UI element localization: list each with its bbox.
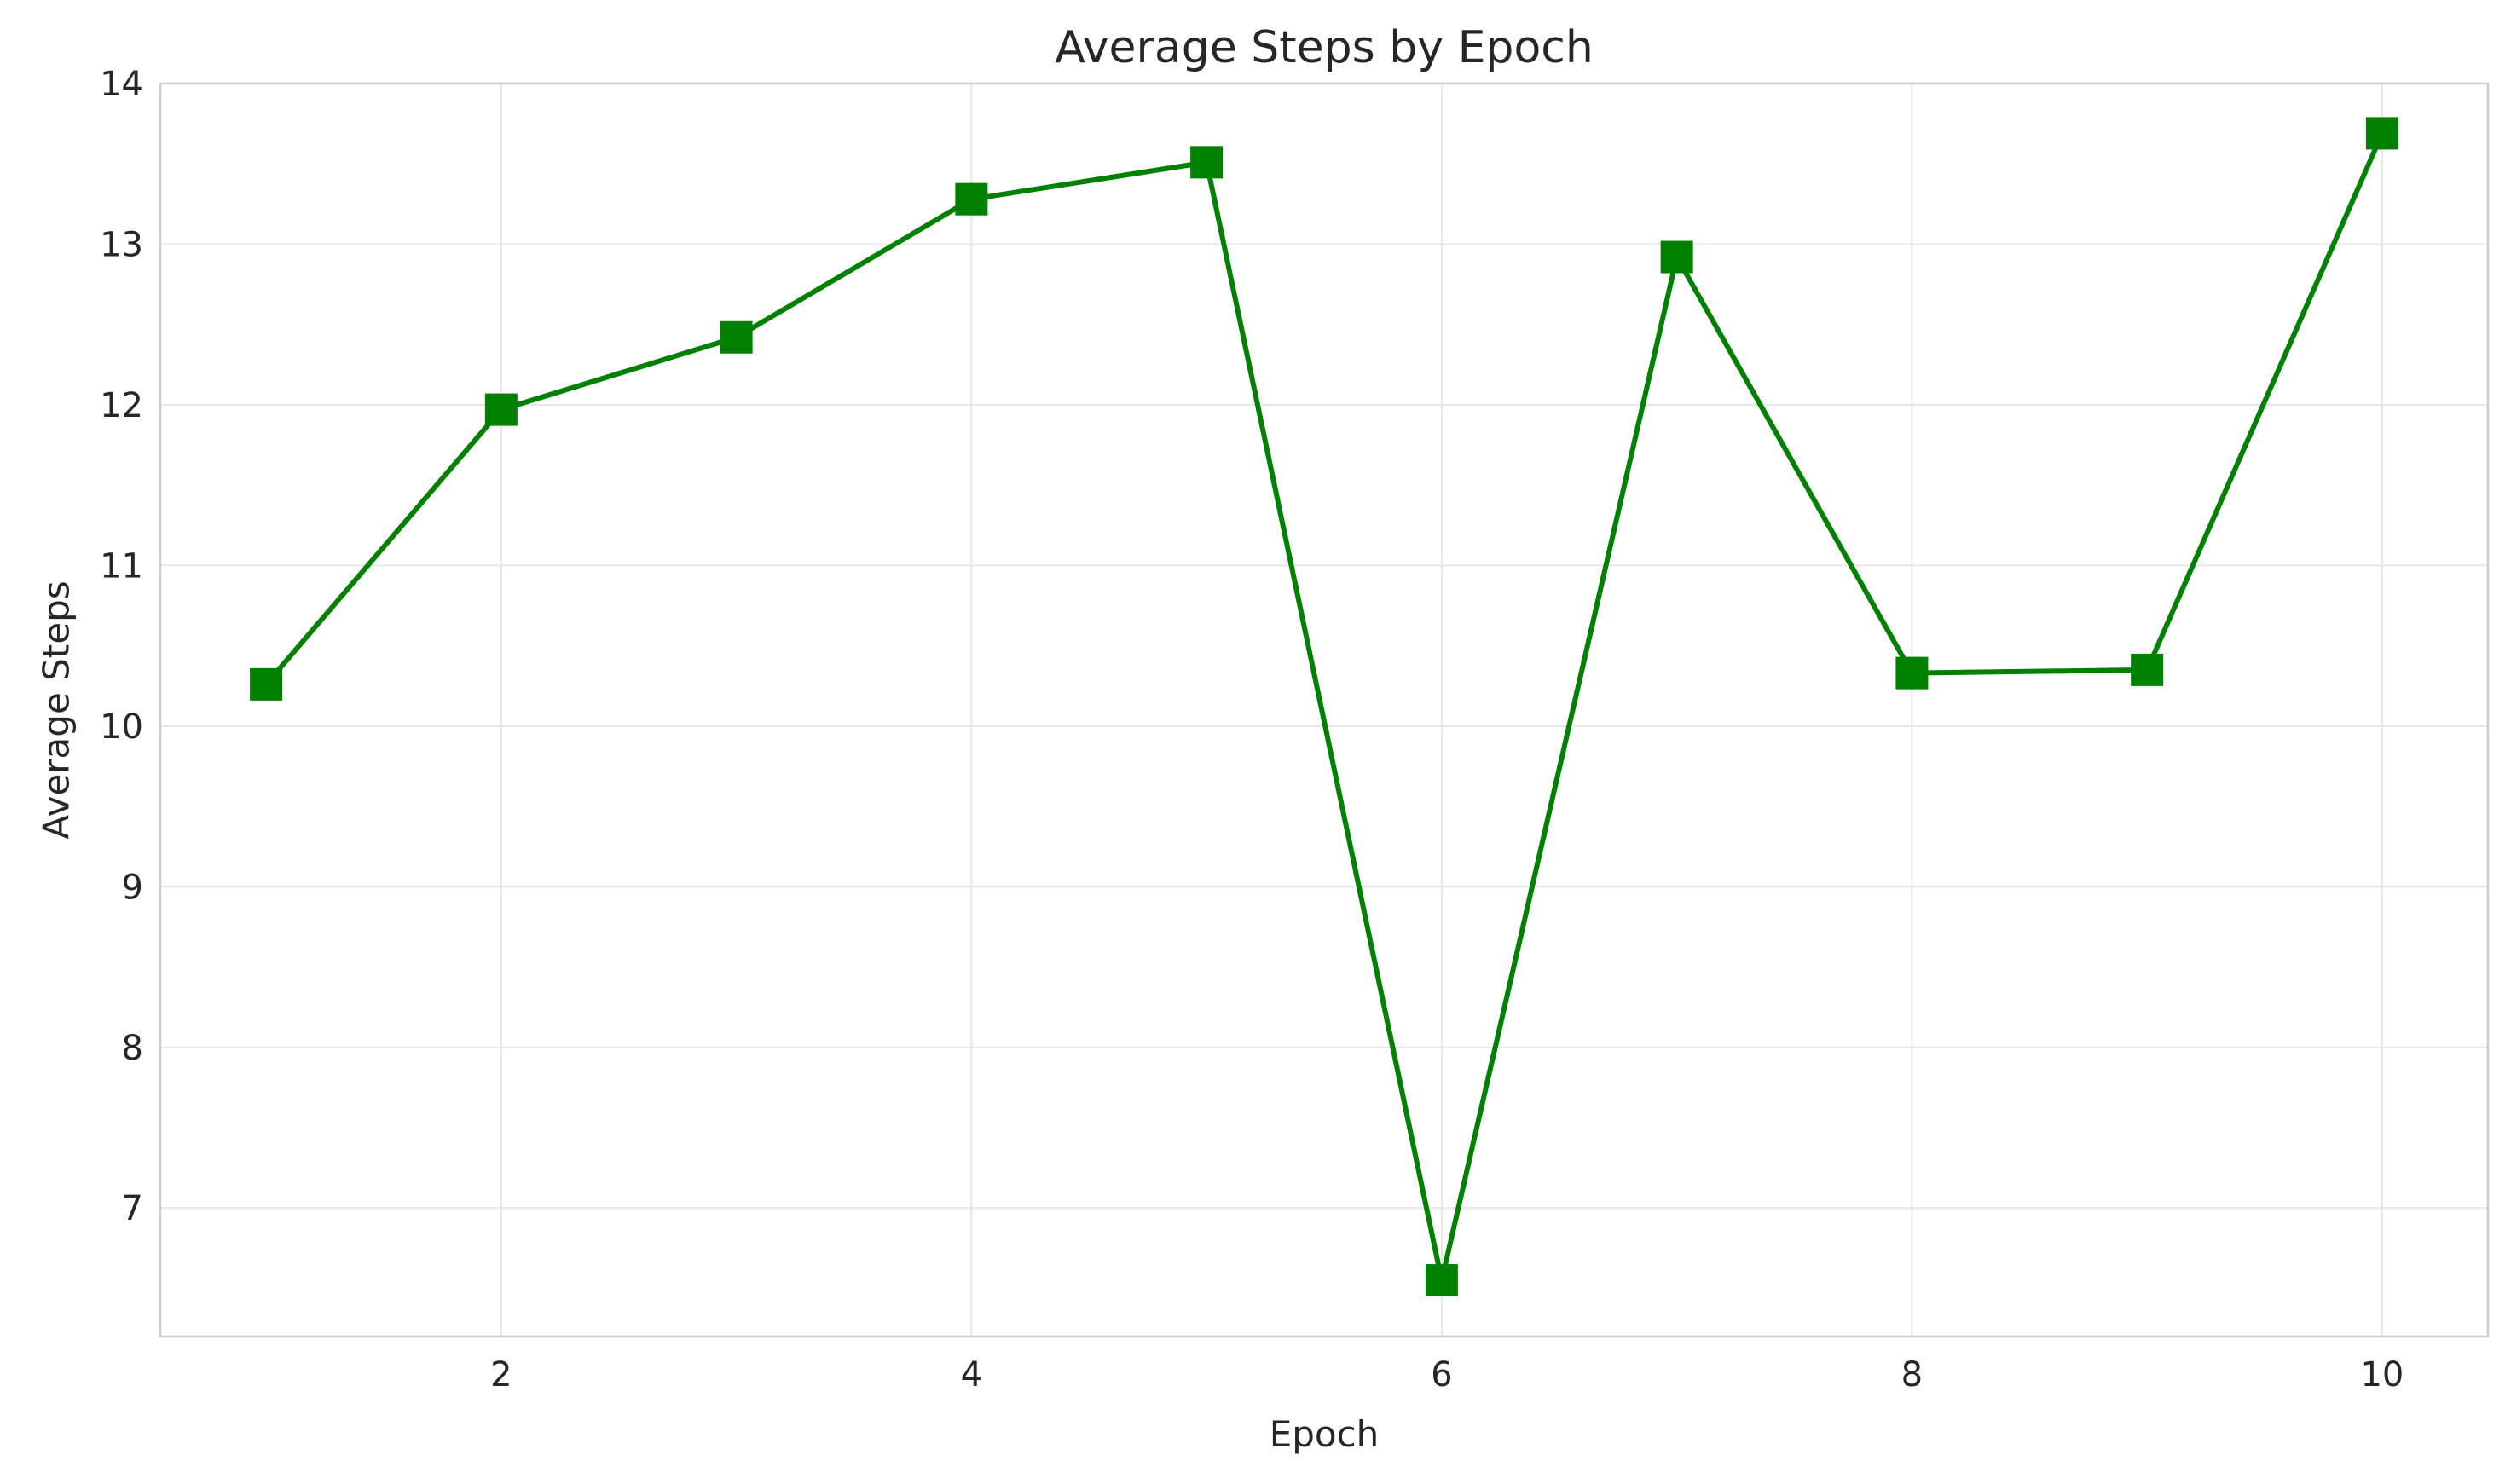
y-tick-label: 13 <box>100 225 143 264</box>
x-axis-ticks: 2 4 6 8 10 <box>490 1355 2404 1394</box>
y-tick-label: 11 <box>100 546 143 586</box>
x-axis-label: Epoch <box>1270 1413 1380 1455</box>
data-point <box>2365 117 2398 150</box>
series-layer <box>250 117 2398 1297</box>
y-tick-label: 12 <box>100 386 143 425</box>
data-point <box>1190 146 1224 179</box>
data-point <box>250 667 283 701</box>
y-tick-label: 8 <box>122 1029 143 1068</box>
data-point <box>1660 240 1693 274</box>
x-tick-label: 6 <box>1431 1355 1452 1394</box>
y-axis-ticks: 7 8 9 10 11 12 13 14 <box>100 65 143 1228</box>
data-point <box>720 320 753 354</box>
gridlines <box>160 83 2488 1337</box>
y-tick-label: 7 <box>122 1189 143 1228</box>
x-tick-label: 2 <box>490 1355 512 1394</box>
plot-frame <box>159 82 2490 1338</box>
data-point <box>2131 653 2164 686</box>
y-axis-label: Average Steps <box>36 580 78 839</box>
x-tick-label: 8 <box>1901 1355 1923 1394</box>
y-tick-label: 10 <box>100 707 143 747</box>
chart-title: Average Steps by Epoch <box>1055 22 1594 73</box>
data-point <box>955 182 988 216</box>
series-line <box>263 132 2385 1284</box>
data-point <box>1895 656 1929 690</box>
x-tick-label: 10 <box>2360 1355 2404 1394</box>
data-point <box>484 393 518 426</box>
y-tick-label: 9 <box>122 868 143 907</box>
y-tick-label: 14 <box>100 65 143 104</box>
data-point <box>1425 1264 1458 1297</box>
x-tick-label: 4 <box>961 1355 982 1394</box>
